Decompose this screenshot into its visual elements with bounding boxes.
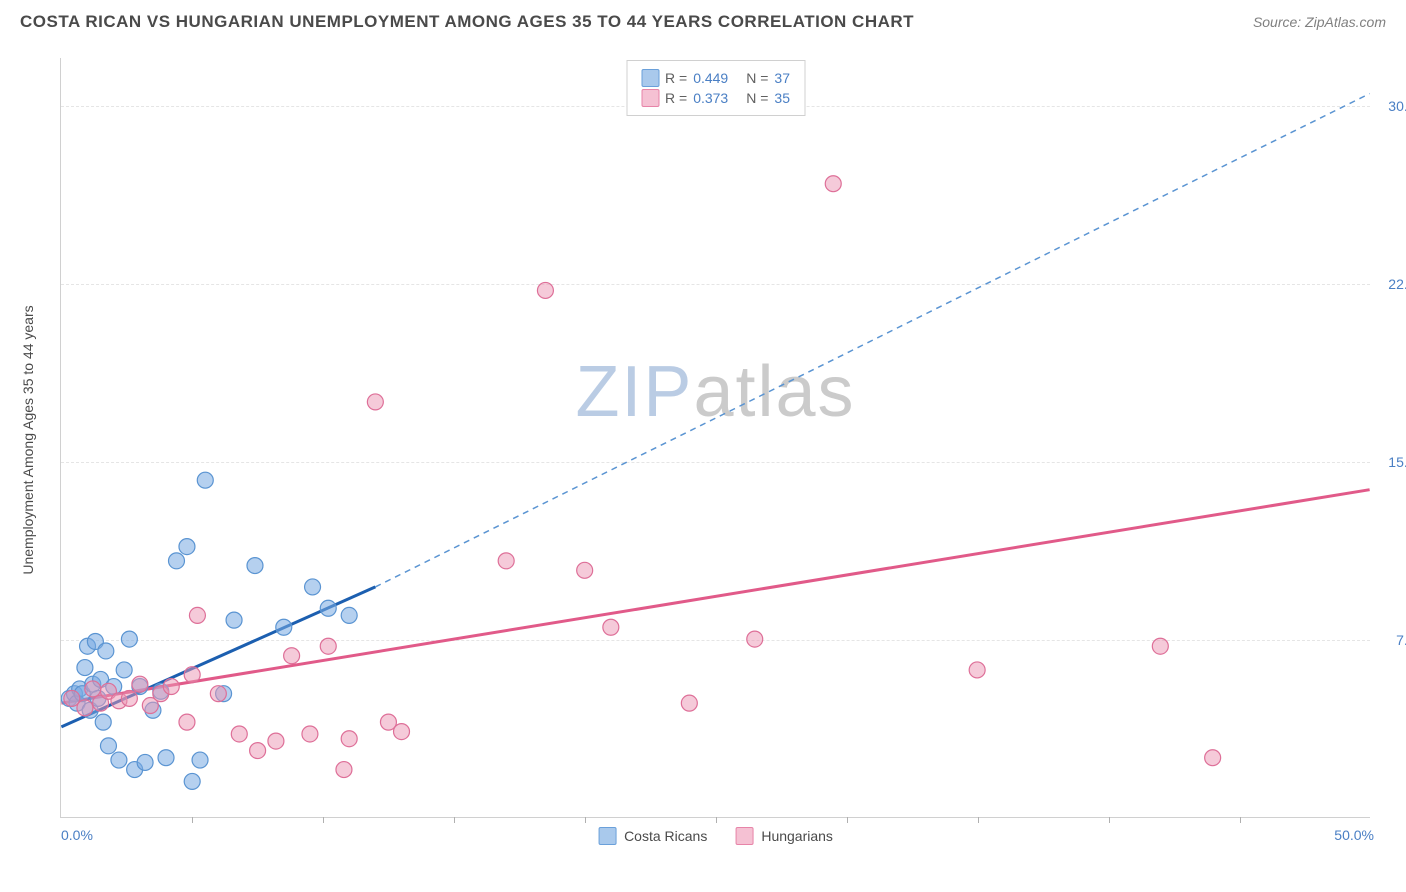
legend-row-hungarian: R = 0.373 N = 35 <box>641 89 790 107</box>
data-point <box>341 607 357 623</box>
data-point <box>184 667 200 683</box>
source-attribution: Source: ZipAtlas.com <box>1253 14 1386 30</box>
data-point <box>77 700 93 716</box>
data-point <box>681 695 697 711</box>
x-tick <box>192 817 193 823</box>
x-axis-min-label: 0.0% <box>61 827 93 843</box>
data-point <box>100 738 116 754</box>
data-point <box>969 662 985 678</box>
data-point <box>825 176 841 192</box>
chart-plot-area: ZIPatlas R = 0.449 N = 37 R = 0.373 N = … <box>60 58 1370 818</box>
y-axis-label: Unemployment Among Ages 35 to 44 years <box>20 305 36 574</box>
data-point <box>1152 638 1168 654</box>
data-point <box>116 662 132 678</box>
data-point <box>537 282 553 298</box>
data-point <box>111 752 127 768</box>
data-point <box>302 726 318 742</box>
data-point <box>197 472 213 488</box>
data-point <box>163 679 179 695</box>
data-point <box>367 394 383 410</box>
x-tick <box>1240 817 1241 823</box>
x-tick <box>1109 817 1110 823</box>
chart-title: COSTA RICAN VS HUNGARIAN UNEMPLOYMENT AM… <box>20 12 914 32</box>
data-point <box>320 638 336 654</box>
data-point <box>341 731 357 747</box>
data-point <box>747 631 763 647</box>
data-point <box>336 762 352 778</box>
data-point <box>394 724 410 740</box>
data-point <box>231 726 247 742</box>
data-point <box>577 562 593 578</box>
data-point <box>226 612 242 628</box>
data-point <box>179 539 195 555</box>
data-point <box>121 631 137 647</box>
scatter-svg <box>61 58 1370 817</box>
data-point <box>320 600 336 616</box>
legend-item-hungarian: Hungarians <box>735 827 833 845</box>
data-point <box>498 553 514 569</box>
data-point <box>121 690 137 706</box>
x-tick <box>978 817 979 823</box>
data-point <box>158 750 174 766</box>
x-axis-max-label: 50.0% <box>1334 827 1374 843</box>
legend-row-costa-rican: R = 0.449 N = 37 <box>641 69 790 87</box>
trend-line <box>61 490 1369 703</box>
data-point <box>184 773 200 789</box>
data-point <box>247 558 263 574</box>
x-tick <box>323 817 324 823</box>
data-point <box>85 681 101 697</box>
data-point <box>192 752 208 768</box>
data-point <box>603 619 619 635</box>
data-point <box>137 754 153 770</box>
data-point <box>250 743 266 759</box>
legend-item-costa-rican: Costa Ricans <box>598 827 707 845</box>
data-point <box>276 619 292 635</box>
data-point <box>189 607 205 623</box>
data-point <box>132 676 148 692</box>
data-point <box>268 733 284 749</box>
y-tick-label: 22.5% <box>1378 276 1406 292</box>
data-point <box>98 643 114 659</box>
data-point <box>95 714 111 730</box>
data-point <box>169 553 185 569</box>
swatch-icon <box>641 69 659 87</box>
correlation-legend: R = 0.449 N = 37 R = 0.373 N = 35 <box>626 60 805 116</box>
y-tick-label: 15.0% <box>1378 454 1406 470</box>
swatch-icon <box>641 89 659 107</box>
series-legend: Costa Ricans Hungarians <box>598 827 833 845</box>
data-point <box>179 714 195 730</box>
data-point <box>210 686 226 702</box>
swatch-icon <box>735 827 753 845</box>
swatch-icon <box>598 827 616 845</box>
y-tick-label: 7.5% <box>1378 632 1406 648</box>
x-tick <box>454 817 455 823</box>
y-tick-label: 30.0% <box>1378 98 1406 114</box>
data-point <box>1205 750 1221 766</box>
x-tick <box>847 817 848 823</box>
x-tick <box>585 817 586 823</box>
data-point <box>284 648 300 664</box>
data-point <box>305 579 321 595</box>
data-point <box>77 660 93 676</box>
x-tick <box>716 817 717 823</box>
